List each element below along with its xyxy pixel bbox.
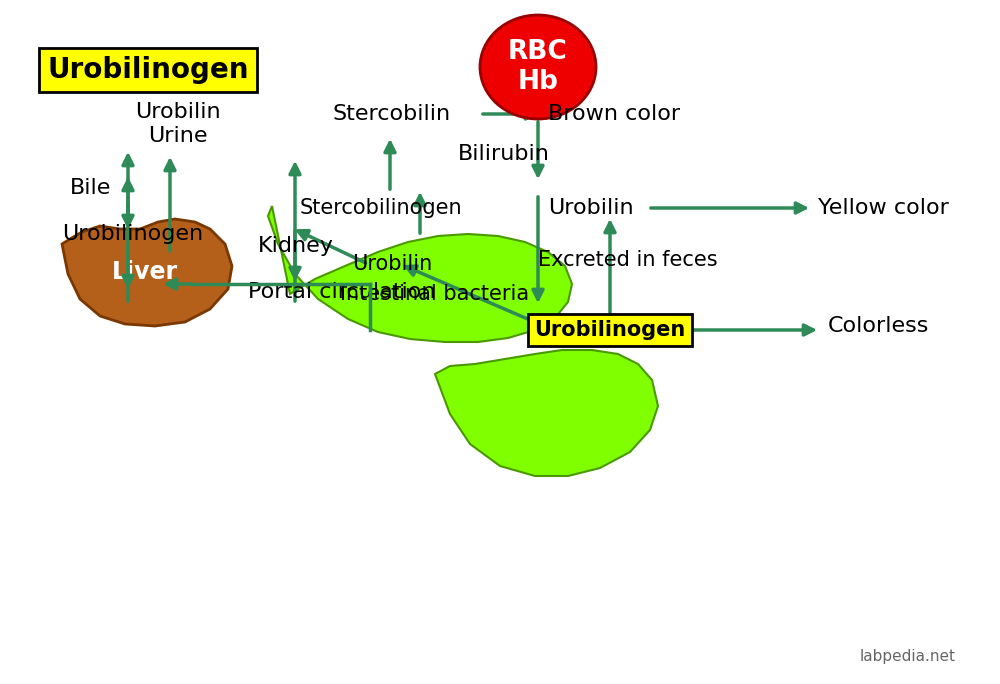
Text: Urobilinogen: Urobilinogen — [62, 224, 203, 244]
Polygon shape — [268, 206, 572, 342]
Text: Bilirubin: Bilirubin — [458, 144, 550, 164]
Text: Brown color: Brown color — [548, 104, 680, 124]
Text: Colorless: Colorless — [828, 316, 929, 336]
Text: Excreted in feces: Excreted in feces — [538, 250, 718, 270]
Text: Bile: Bile — [70, 178, 111, 198]
Text: Portal circulation: Portal circulation — [248, 282, 436, 302]
Text: labpedia.net: labpedia.net — [860, 648, 956, 663]
Polygon shape — [62, 219, 232, 326]
Text: Intestinal bacteria: Intestinal bacteria — [340, 284, 529, 304]
Text: Yellow color: Yellow color — [818, 198, 949, 218]
Ellipse shape — [480, 15, 596, 119]
Polygon shape — [435, 350, 658, 476]
Text: RBC
Hb: RBC Hb — [508, 39, 568, 95]
Text: Urobilin
Urine: Urobilin Urine — [135, 103, 221, 146]
Text: Kidney: Kidney — [258, 236, 334, 256]
Text: Stercobilin: Stercobilin — [332, 104, 450, 124]
Text: Urobilinogen: Urobilinogen — [47, 56, 249, 84]
Text: Stercobilinogen: Stercobilinogen — [300, 198, 463, 218]
Text: Urobilinogen: Urobilinogen — [534, 320, 686, 340]
Text: Urobilin: Urobilin — [548, 198, 634, 218]
Text: Liver: Liver — [112, 260, 178, 284]
Text: Urobilin: Urobilin — [352, 254, 432, 274]
